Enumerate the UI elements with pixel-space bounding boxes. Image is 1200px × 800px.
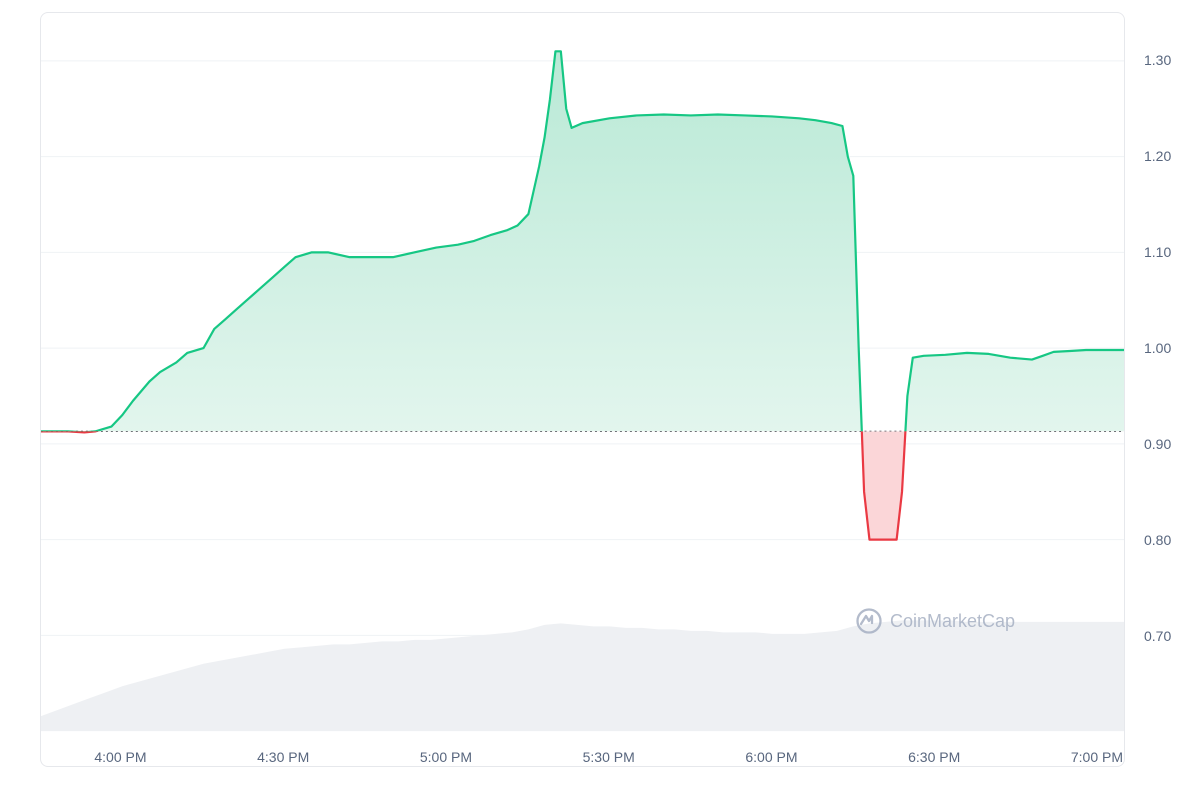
x-tick-label: 4:30 PM: [257, 749, 309, 765]
watermark: CoinMarketCap: [856, 608, 1015, 634]
x-tick-label: 5:30 PM: [583, 749, 635, 765]
y-tick-label: 1.10: [1144, 244, 1171, 260]
x-tick-label: 6:00 PM: [745, 749, 797, 765]
y-tick-label: 1.30: [1144, 52, 1171, 68]
x-tick-label: 5:00 PM: [420, 749, 472, 765]
coinmarketcap-icon: [856, 608, 882, 634]
price-area-up: [41, 51, 1124, 539]
y-tick-label: 0.90: [1144, 436, 1171, 452]
chart-svg: [41, 13, 1124, 766]
y-tick-label: 0.80: [1144, 532, 1171, 548]
volume-area: [41, 620, 1124, 731]
x-tick-label: 7:00 PM: [1071, 749, 1123, 765]
x-tick-label: 6:30 PM: [908, 749, 960, 765]
y-tick-label: 1.20: [1144, 148, 1171, 164]
x-tick-label: 4:00 PM: [94, 749, 146, 765]
y-tick-label: 0.70: [1144, 628, 1171, 644]
watermark-text: CoinMarketCap: [890, 611, 1015, 632]
price-chart[interactable]: CoinMarketCap 0.700.800.901.001.101.201.…: [40, 12, 1125, 767]
y-tick-label: 1.00: [1144, 340, 1171, 356]
